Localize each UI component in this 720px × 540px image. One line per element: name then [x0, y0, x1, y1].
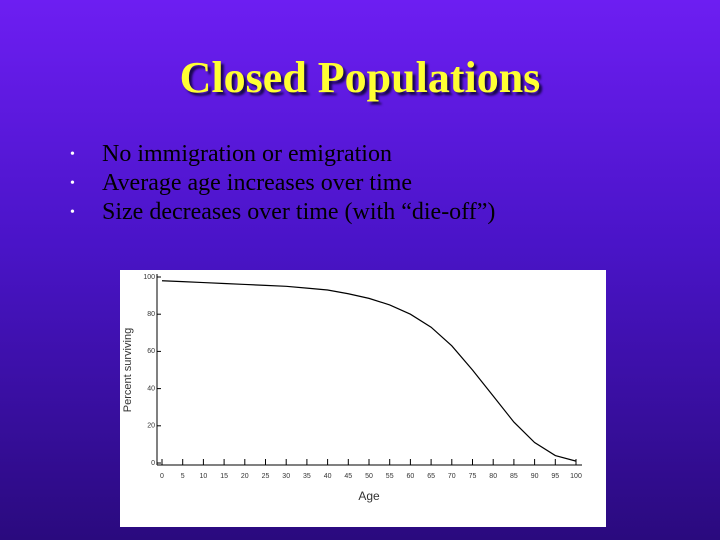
x-tick-label: 85	[510, 473, 518, 480]
bullet: Average age increases over time	[70, 169, 495, 198]
slide-title: Closed Populations	[179, 53, 541, 102]
bullet: Size decreases over time (with “die-off”…	[70, 198, 495, 227]
x-tick-label: 75	[469, 473, 477, 480]
x-axis-label: Age	[358, 489, 380, 503]
x-tick-label: 35	[303, 473, 311, 480]
x-tick-label: 0	[160, 473, 164, 480]
y-tick-label: 60	[147, 348, 155, 355]
x-tick-label: 90	[531, 473, 539, 480]
x-tick-label: 10	[200, 473, 208, 480]
y-tick-label: 20	[147, 423, 155, 430]
line-series	[161, 280, 577, 462]
x-tick-label: 15	[220, 473, 228, 480]
bullet-list: No immigration or emigration Average age…	[70, 140, 495, 227]
x-tick-label: 45	[344, 473, 352, 480]
x-tick-label: 70	[448, 473, 456, 480]
bullet: No immigration or emigration	[70, 140, 495, 169]
y-tick-label: 100	[143, 274, 155, 281]
x-tick-label: 5	[181, 473, 185, 480]
x-tick-label: 60	[407, 473, 415, 480]
x-tick-label: 65	[427, 473, 435, 480]
y-axis-label: Percent surviving	[122, 328, 134, 412]
x-tick-label: 55	[386, 473, 394, 480]
x-tick-label: 50	[365, 473, 373, 480]
x-tick-label: 20	[241, 473, 249, 480]
x-tick-label: 100	[570, 473, 582, 480]
x-tick-label: 30	[282, 473, 290, 480]
x-tick-label: 25	[262, 473, 270, 480]
x-tick-label: 80	[489, 473, 497, 480]
y-tick-label: 80	[147, 311, 155, 318]
y-tick-label: 0	[151, 460, 155, 467]
chart: 0 5 10 15 20 25 30 35 40 45 50 55 60 65 70 75 80 85 90 95 10…	[120, 270, 606, 527]
x-tick-label: 40	[324, 473, 332, 480]
y-tick-label: 40	[147, 385, 155, 392]
x-tick-label: 95	[551, 473, 559, 480]
